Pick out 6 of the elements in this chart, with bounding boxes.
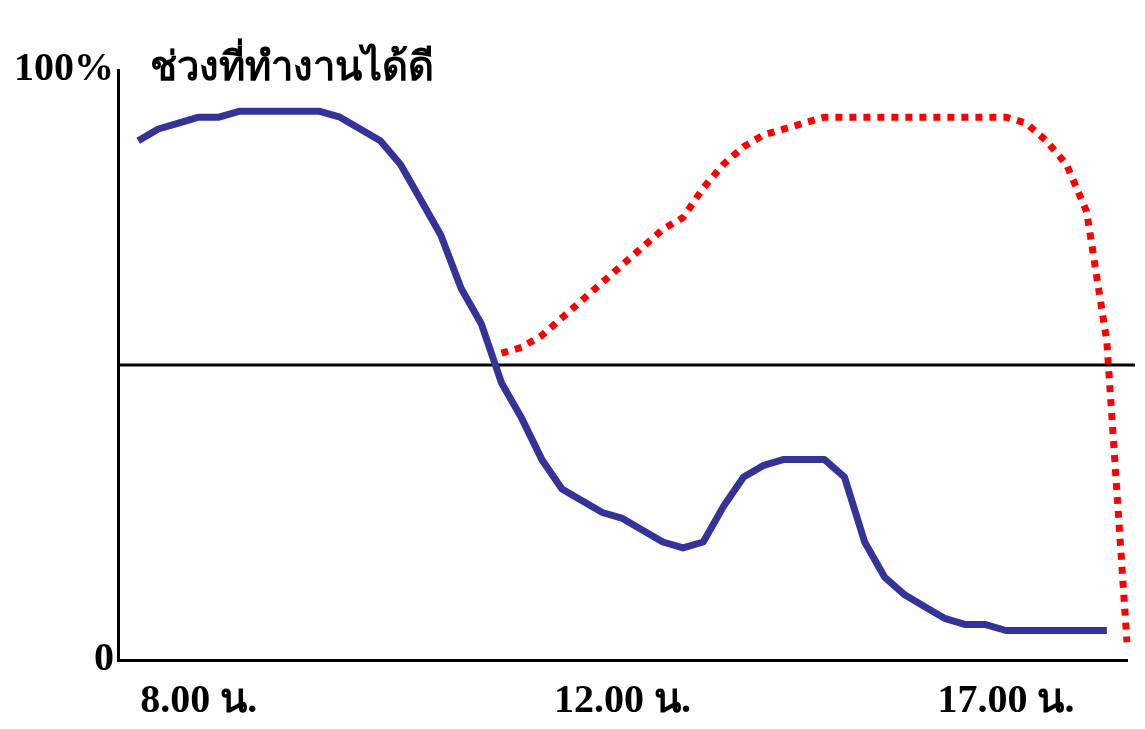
x-tick-label: 12.00 น. — [554, 676, 691, 722]
x-tick-label: 17.00 น. — [937, 676, 1075, 722]
chart-title: ช่วงที่ทำงานได้ดี — [150, 37, 434, 91]
y-tick-label: 100% — [14, 44, 114, 90]
y-tick-label: 0 — [94, 634, 114, 680]
x-tick-label: 8.00 น. — [140, 676, 258, 722]
